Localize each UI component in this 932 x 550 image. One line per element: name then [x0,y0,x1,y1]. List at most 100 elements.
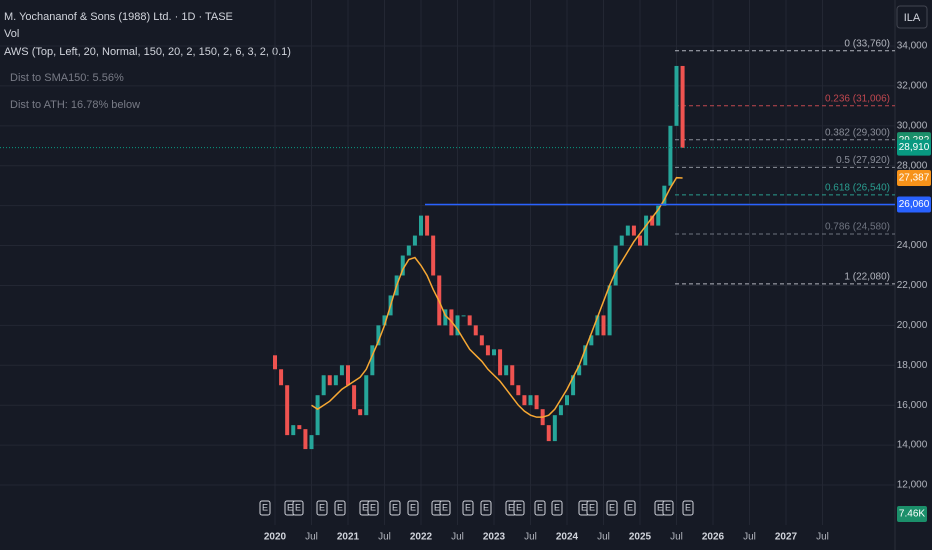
earnings-box [292,500,304,516]
candle [285,385,290,436]
price-badge-label: 27,387 [899,173,930,184]
indicator-label: AWS (Top, Left, 20, Normal, 150, 20, 2, … [4,46,291,58]
candle [419,215,423,236]
candle [668,125,673,186]
candle [516,385,521,396]
earnings-marker: E [262,502,268,512]
x-tick-label: 2020 [264,532,287,543]
earnings-marker: E [657,502,663,512]
earnings-marker: E [627,502,633,512]
candle [528,395,533,406]
candle [321,375,326,396]
candle [485,345,490,356]
x-tick-label: Jul [524,532,537,543]
y-tick-label: 32,000 [897,81,928,92]
candle [327,375,332,386]
candle [273,355,277,370]
candle [534,395,539,410]
x-tick-label: 2023 [483,532,506,543]
candle [315,395,320,436]
candle [504,365,509,376]
x-tick-label: 2021 [337,532,360,543]
y-tick-label: 16,000 [897,400,928,411]
candle [352,385,357,410]
earnings-marker: E [589,502,595,512]
candle [346,365,350,386]
fib-label: 0.5 (27,920) [836,155,890,166]
earnings-marker: E [665,502,671,512]
fib-label: 0.786 (24,580) [825,222,890,233]
candle [455,315,460,336]
candle [431,235,436,276]
earnings-box [439,500,451,516]
candle [552,415,557,442]
earnings-marker: E [685,502,691,512]
candle [382,315,387,326]
y-tick-label: 20,000 [897,320,928,331]
earnings-box [551,500,563,516]
earnings-box [662,500,674,516]
x-tick-label: Jul [305,532,318,543]
y-tick-label: 28,000 [897,160,928,171]
candle [400,255,405,276]
price-badge [897,169,931,186]
candle [571,375,576,396]
earnings-marker: E [554,502,560,512]
x-tick-label: Jul [816,532,829,543]
y-tick-label: 18,000 [897,360,928,371]
earnings-box [389,500,401,516]
earnings-box [334,500,346,516]
earnings-box [534,500,546,516]
candle [376,325,381,346]
candle [546,425,551,442]
earnings-box [259,500,271,516]
candle [297,425,302,430]
earnings-marker: E [465,502,471,512]
candle [473,325,478,336]
candle [680,65,685,148]
y-tick-label: 14,000 [897,440,928,451]
candle [631,225,636,236]
candle [333,375,338,386]
earnings-box [480,500,492,516]
currency-box[interactable] [896,5,928,29]
candle [364,375,369,416]
candle [650,215,655,226]
x-tick-label: Jul [597,532,610,543]
y-tick-label: 12,000 [897,480,928,491]
candle [425,215,430,236]
candle [601,315,606,336]
earnings-marker: E [537,502,543,512]
candle [510,365,515,386]
candle [656,205,661,226]
x-tick-label: Jul [670,532,683,543]
fib-label: 0.236 (31,006) [825,93,890,104]
candle [412,235,417,246]
candle [370,345,375,376]
volume-badge-label: 7.46K [899,509,925,520]
earnings-box [407,500,419,516]
earnings-marker: E [410,502,416,512]
candle [498,349,503,376]
earnings-box [462,500,474,516]
earnings-marker: E [337,502,343,512]
title: M. Yochananof & Sons (1988) Ltd. · 1D · … [4,11,233,23]
candle [358,409,363,416]
earnings-marker: E [392,502,398,512]
y-tick-label: 24,000 [897,240,928,251]
x-tick-label: 2024 [556,532,579,543]
sma-line [311,176,683,418]
candle [589,335,594,346]
currency[interactable]: ILA [904,12,921,24]
x-tick-label: Jul [743,532,756,543]
earnings-marker: E [442,502,448,512]
earnings-marker: E [581,502,587,512]
y-tick-label: 30,000 [897,120,928,131]
x-tick-label: 2027 [775,532,798,543]
candle [595,315,600,336]
candle [625,225,630,236]
candle [279,369,284,386]
candle [583,345,588,366]
candle [644,215,649,246]
